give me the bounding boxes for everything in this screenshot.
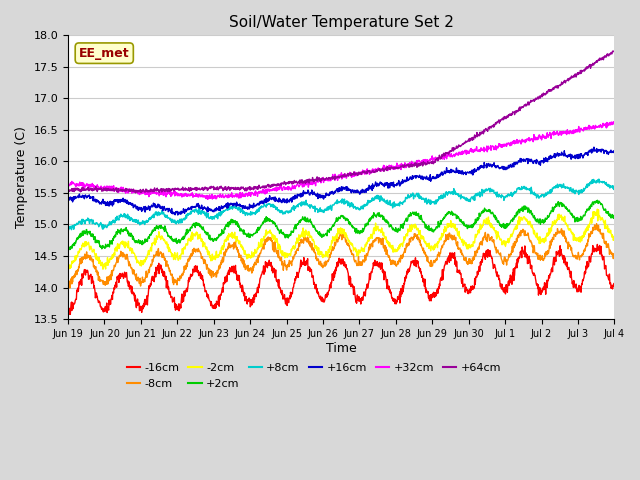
Line: +32cm: +32cm — [68, 122, 614, 199]
+32cm — [609, 119, 617, 125]
-16cm — [611, 281, 618, 287]
-16cm — [498, 286, 506, 292]
+16cm — [546, 153, 554, 159]
+16cm — [590, 144, 598, 150]
+16cm — [64, 197, 72, 203]
-8cm — [64, 282, 72, 288]
+2cm — [611, 214, 618, 220]
-2cm — [546, 230, 554, 236]
+32cm — [611, 120, 618, 126]
-8cm — [498, 257, 506, 263]
-8cm — [66, 285, 74, 291]
Line: +64cm: +64cm — [68, 51, 614, 193]
-2cm — [611, 233, 618, 239]
-16cm — [546, 271, 554, 277]
+64cm — [132, 190, 140, 196]
-16cm — [247, 297, 255, 302]
Line: -2cm: -2cm — [68, 209, 614, 269]
+8cm — [65, 228, 72, 233]
+64cm — [247, 187, 255, 192]
-8cm — [426, 264, 434, 269]
+8cm — [498, 192, 506, 198]
+32cm — [172, 192, 180, 197]
Legend: -16cm, -8cm, -2cm, +2cm, +8cm, +16cm, +32cm, +64cm: -16cm, -8cm, -2cm, +2cm, +8cm, +16cm, +3… — [122, 359, 506, 393]
Line: +2cm: +2cm — [68, 200, 614, 250]
+2cm — [546, 210, 554, 216]
+64cm — [186, 186, 194, 192]
+8cm — [426, 202, 434, 207]
-2cm — [64, 263, 72, 268]
+16cm — [498, 165, 506, 170]
+16cm — [426, 172, 434, 178]
+64cm — [546, 88, 554, 94]
+8cm — [186, 211, 194, 217]
Line: +16cm: +16cm — [68, 147, 614, 215]
-2cm — [99, 266, 107, 272]
-8cm — [173, 278, 180, 284]
Line: +8cm: +8cm — [68, 179, 614, 230]
-16cm — [65, 312, 72, 317]
+2cm — [65, 247, 72, 252]
Line: -16cm: -16cm — [68, 244, 614, 314]
+64cm — [64, 189, 72, 194]
+32cm — [426, 158, 434, 164]
-2cm — [426, 244, 434, 250]
+8cm — [247, 210, 255, 216]
Line: -8cm: -8cm — [68, 224, 614, 288]
+2cm — [186, 228, 194, 234]
-8cm — [247, 265, 255, 271]
+2cm — [247, 232, 255, 238]
+64cm — [173, 186, 180, 192]
-8cm — [593, 221, 600, 227]
Y-axis label: Temperature (C): Temperature (C) — [15, 126, 28, 228]
+2cm — [498, 225, 506, 230]
-16cm — [426, 298, 434, 303]
+2cm — [426, 227, 434, 233]
+32cm — [247, 190, 255, 195]
X-axis label: Time: Time — [326, 342, 356, 355]
-2cm — [173, 253, 180, 259]
+64cm — [611, 48, 618, 54]
-2cm — [186, 238, 194, 243]
-16cm — [593, 241, 601, 247]
+2cm — [173, 240, 180, 245]
-8cm — [611, 251, 618, 256]
+16cm — [247, 203, 255, 208]
-16cm — [173, 302, 180, 308]
-2cm — [498, 238, 506, 243]
-16cm — [186, 276, 194, 282]
+16cm — [174, 212, 182, 218]
-8cm — [546, 246, 554, 252]
+2cm — [593, 197, 601, 203]
+16cm — [611, 148, 618, 154]
+32cm — [64, 180, 72, 185]
+16cm — [186, 206, 194, 212]
+8cm — [595, 176, 603, 182]
+16cm — [172, 209, 180, 215]
+32cm — [186, 193, 193, 199]
-2cm — [593, 206, 601, 212]
Text: EE_met: EE_met — [79, 47, 129, 60]
+32cm — [498, 142, 506, 148]
-2cm — [247, 253, 255, 259]
+2cm — [64, 246, 72, 252]
+8cm — [546, 187, 554, 193]
+64cm — [498, 117, 506, 122]
+32cm — [204, 196, 212, 202]
+64cm — [426, 160, 434, 166]
Title: Soil/Water Temperature Set 2: Soil/Water Temperature Set 2 — [228, 15, 454, 30]
+8cm — [611, 184, 618, 190]
-16cm — [64, 304, 72, 310]
+32cm — [546, 130, 554, 135]
-8cm — [186, 253, 194, 259]
+8cm — [64, 227, 72, 232]
+8cm — [173, 218, 180, 224]
